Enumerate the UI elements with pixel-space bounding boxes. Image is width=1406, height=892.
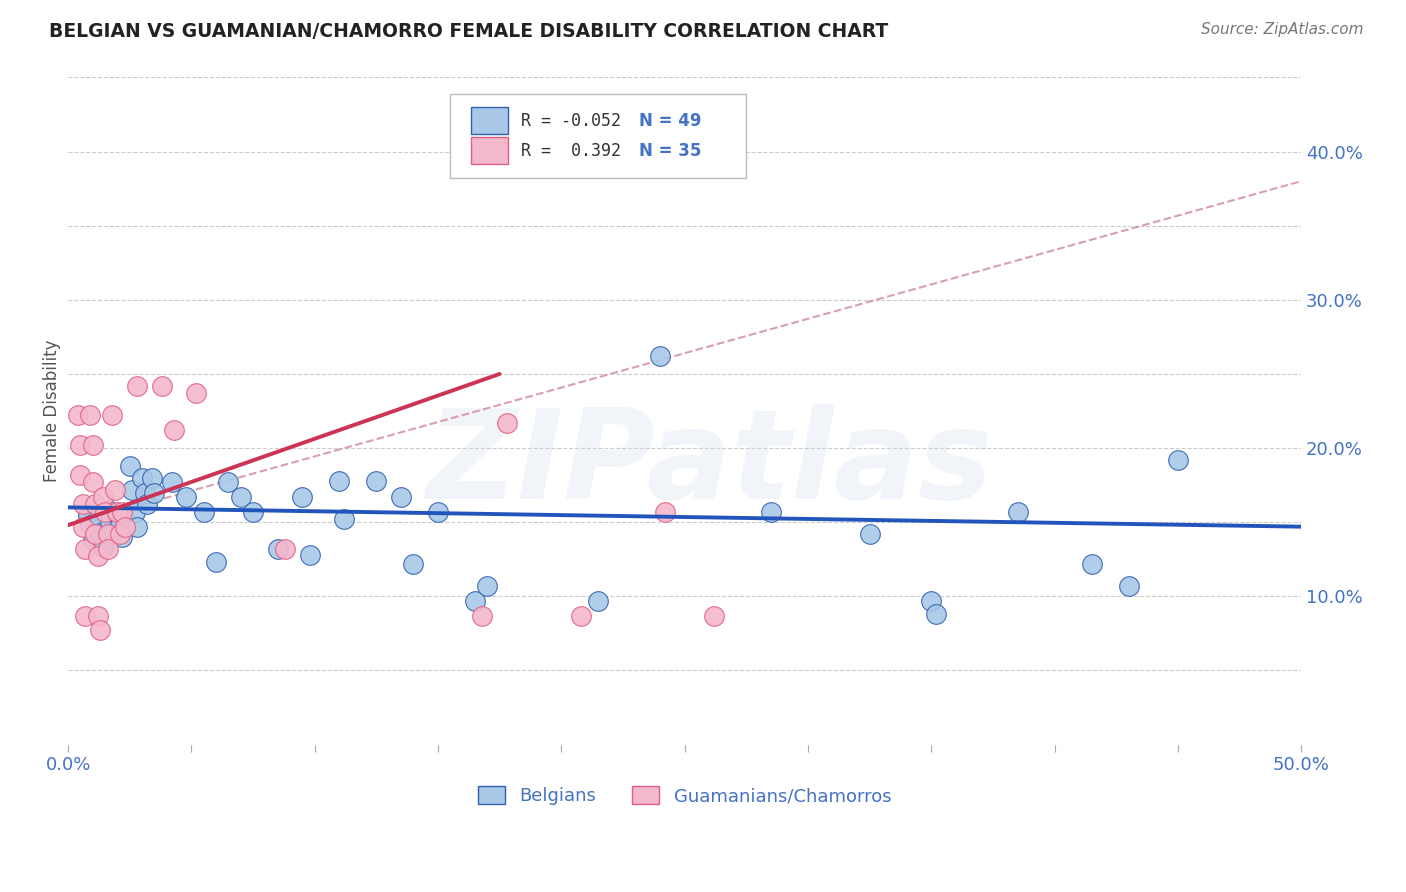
Point xyxy=(1118,579,1140,593)
Point xyxy=(121,483,143,497)
Point xyxy=(82,475,104,490)
Point xyxy=(141,471,163,485)
Point xyxy=(328,474,350,488)
Point xyxy=(427,505,450,519)
Point xyxy=(858,527,880,541)
Point xyxy=(366,474,388,488)
Point xyxy=(464,594,486,608)
Point xyxy=(267,541,290,556)
Text: N = 49: N = 49 xyxy=(638,112,702,130)
Point xyxy=(114,519,136,533)
Point xyxy=(127,379,149,393)
Point xyxy=(759,505,782,519)
Point xyxy=(143,485,166,500)
Point xyxy=(82,533,104,547)
Point xyxy=(298,548,321,562)
Point xyxy=(193,505,215,519)
Point xyxy=(131,471,153,485)
Text: ZIPatlas: ZIPatlas xyxy=(426,404,993,524)
Text: Source: ZipAtlas.com: Source: ZipAtlas.com xyxy=(1201,22,1364,37)
Point xyxy=(274,541,297,556)
Point xyxy=(150,379,173,393)
Point xyxy=(477,579,499,593)
Point xyxy=(104,483,127,497)
Point xyxy=(136,497,159,511)
Point xyxy=(101,527,124,541)
Point xyxy=(101,409,124,423)
Point xyxy=(496,416,519,430)
Point xyxy=(89,624,111,638)
Point xyxy=(72,497,94,511)
Point xyxy=(648,349,671,363)
Point xyxy=(108,518,131,533)
Point xyxy=(86,549,108,564)
Point xyxy=(75,608,97,623)
Point xyxy=(96,527,118,541)
Point xyxy=(588,594,610,608)
Point xyxy=(79,409,101,423)
Point xyxy=(86,608,108,623)
Point xyxy=(1007,505,1029,519)
Point xyxy=(389,490,412,504)
Point xyxy=(66,409,89,423)
Point xyxy=(229,490,252,504)
Point xyxy=(703,608,725,623)
Point xyxy=(925,607,948,621)
Text: R = -0.052: R = -0.052 xyxy=(520,112,620,130)
Point xyxy=(84,527,107,541)
Point xyxy=(86,512,108,526)
Point xyxy=(333,512,356,526)
Point xyxy=(1167,453,1189,467)
FancyBboxPatch shape xyxy=(471,137,509,164)
Point xyxy=(111,505,134,519)
Point xyxy=(108,527,131,541)
Point xyxy=(1080,557,1102,571)
Point xyxy=(76,508,98,522)
Point xyxy=(176,490,198,504)
Point xyxy=(127,519,149,533)
Point xyxy=(242,505,264,519)
Point xyxy=(94,505,117,519)
Point xyxy=(107,505,129,519)
Point xyxy=(107,508,129,522)
Point xyxy=(79,518,101,533)
Point xyxy=(920,594,942,608)
Point xyxy=(91,490,114,504)
Point xyxy=(69,438,91,452)
Point xyxy=(98,515,121,529)
Point xyxy=(569,608,592,623)
Point xyxy=(217,475,239,490)
Y-axis label: Female Disability: Female Disability xyxy=(44,340,60,483)
Point xyxy=(69,467,91,482)
Text: N = 35: N = 35 xyxy=(638,142,702,160)
Point xyxy=(75,541,97,556)
Point xyxy=(160,475,183,490)
Text: R =  0.392: R = 0.392 xyxy=(520,142,620,160)
Point xyxy=(89,525,111,540)
Point xyxy=(96,541,118,556)
Point xyxy=(291,490,314,504)
Point xyxy=(124,505,146,519)
Point xyxy=(118,458,141,473)
Point xyxy=(402,557,425,571)
Point xyxy=(111,530,134,544)
Point xyxy=(471,608,494,623)
Point xyxy=(654,505,676,519)
FancyBboxPatch shape xyxy=(471,107,509,134)
Point xyxy=(72,519,94,533)
Point xyxy=(163,423,186,437)
Point xyxy=(82,438,104,452)
FancyBboxPatch shape xyxy=(450,95,747,178)
Point xyxy=(91,541,114,555)
Point xyxy=(96,503,118,517)
Legend: Belgians, Guamanians/Chamorros: Belgians, Guamanians/Chamorros xyxy=(471,779,898,813)
Point xyxy=(186,386,208,401)
Point xyxy=(205,555,228,569)
Text: BELGIAN VS GUAMANIAN/CHAMORRO FEMALE DISABILITY CORRELATION CHART: BELGIAN VS GUAMANIAN/CHAMORRO FEMALE DIS… xyxy=(49,22,889,41)
Point xyxy=(134,485,156,500)
Point xyxy=(84,497,107,511)
